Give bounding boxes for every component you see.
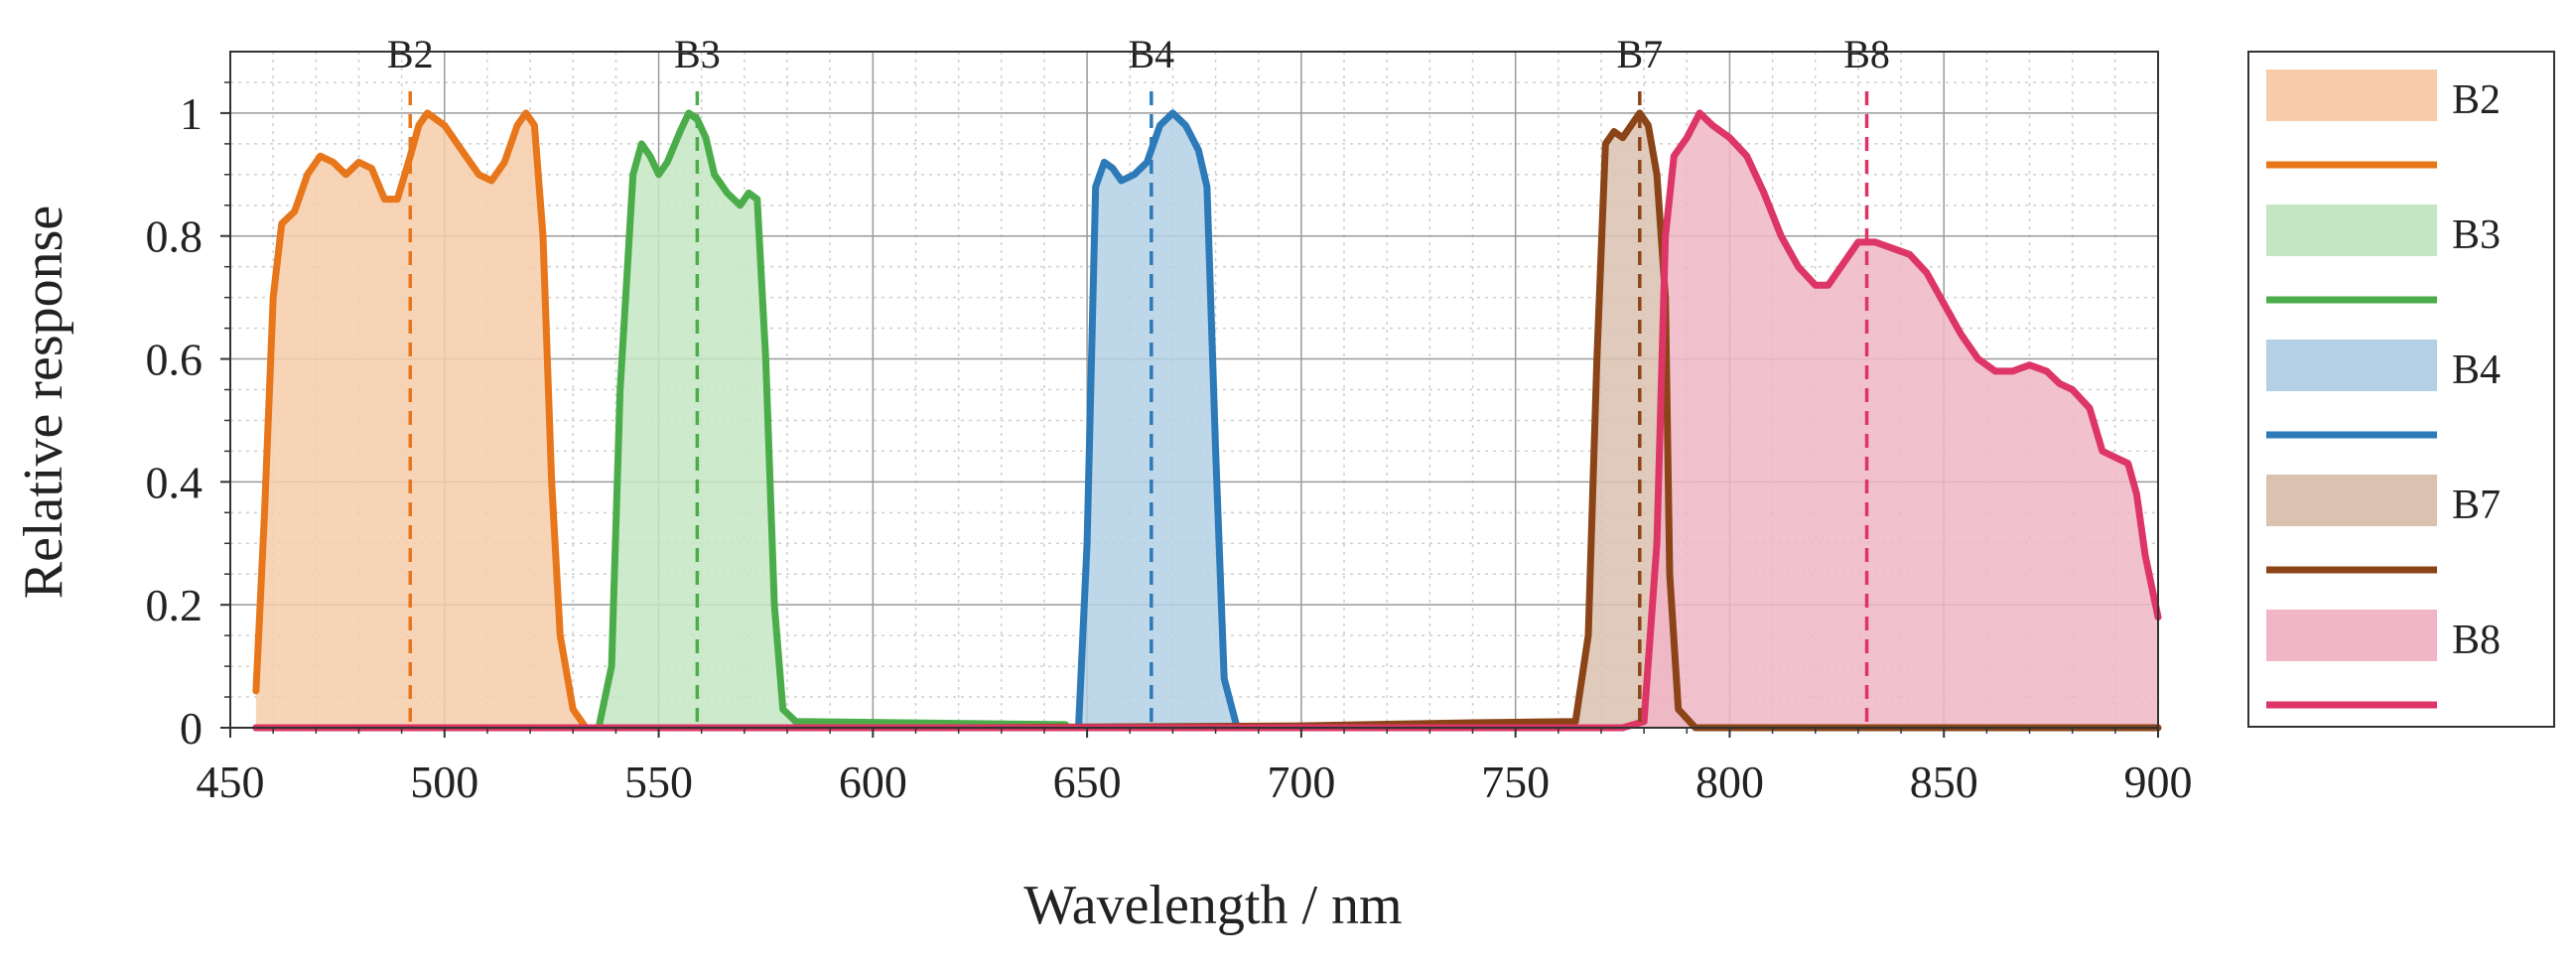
band-center-markers: B2 B3 B4 B7 B8 bbox=[387, 32, 1890, 728]
x-tick-label: 900 bbox=[2124, 757, 2193, 807]
legend-swatch-b4 bbox=[2266, 340, 2437, 391]
legend-swatch-b8 bbox=[2266, 610, 2437, 661]
y-tick-label: 0 bbox=[180, 703, 203, 754]
legend-swatch-b7 bbox=[2266, 475, 2437, 526]
y-axis-title: Relative response bbox=[13, 206, 74, 600]
series-line-b3 bbox=[595, 109, 1069, 732]
x-tick-label: 850 bbox=[1910, 757, 1978, 807]
legend: B2 B3 B4 B7 B8 bbox=[2247, 51, 2555, 728]
x-tick-label: 650 bbox=[1053, 757, 1122, 807]
series-line-b4 bbox=[1075, 109, 1241, 732]
legend-label-b8: B8 bbox=[2452, 618, 2501, 663]
legend-swatch-b2 bbox=[2266, 69, 2437, 121]
legend-label-b7: B7 bbox=[2452, 483, 2501, 528]
series-line-b2 bbox=[252, 109, 590, 732]
x-tick-label: 600 bbox=[839, 757, 907, 807]
series-fill-b8 bbox=[255, 112, 2158, 728]
band-label-b7: B7 bbox=[1616, 32, 1663, 76]
band-label-b3: B3 bbox=[674, 32, 721, 76]
axis-ticks: 450 500 550 600 650 700 750 800 850 900 0 0.2 0.4 0.6… bbox=[146, 81, 2193, 807]
legend-swatch-b3 bbox=[2266, 205, 2437, 256]
series-fill-b3 bbox=[599, 112, 1066, 728]
y-tick-label: 1 bbox=[180, 88, 203, 139]
x-tick-label: 450 bbox=[197, 757, 265, 807]
band-label-b2: B2 bbox=[387, 32, 434, 76]
legend-label-b4: B4 bbox=[2452, 347, 2501, 393]
series-line-b8 bbox=[252, 109, 2162, 732]
band-label-b4: B4 bbox=[1129, 32, 1175, 76]
series-line-b7 bbox=[252, 109, 2162, 732]
x-tick-label: 500 bbox=[410, 757, 478, 807]
series-lines bbox=[252, 109, 2162, 732]
legend-label-b3: B3 bbox=[2452, 212, 2501, 258]
y-tick-label: 0.8 bbox=[146, 211, 203, 262]
x-axis-title: Wavelength / nm bbox=[1023, 875, 1402, 936]
series-fills bbox=[255, 112, 2158, 728]
band-label-b8: B8 bbox=[1843, 32, 1890, 76]
x-tick-label: 750 bbox=[1481, 757, 1550, 807]
y-tick-label: 0.4 bbox=[146, 457, 203, 507]
x-tick-label: 700 bbox=[1267, 757, 1335, 807]
x-tick-label: 550 bbox=[624, 757, 693, 807]
series-fill-b4 bbox=[1078, 112, 1238, 728]
y-tick-label: 0.6 bbox=[146, 335, 203, 385]
x-tick-label: 800 bbox=[1695, 757, 1764, 807]
legend-label-b2: B2 bbox=[2452, 77, 2501, 123]
series-fill-b2 bbox=[255, 112, 587, 728]
y-tick-label: 0.2 bbox=[146, 580, 203, 630]
